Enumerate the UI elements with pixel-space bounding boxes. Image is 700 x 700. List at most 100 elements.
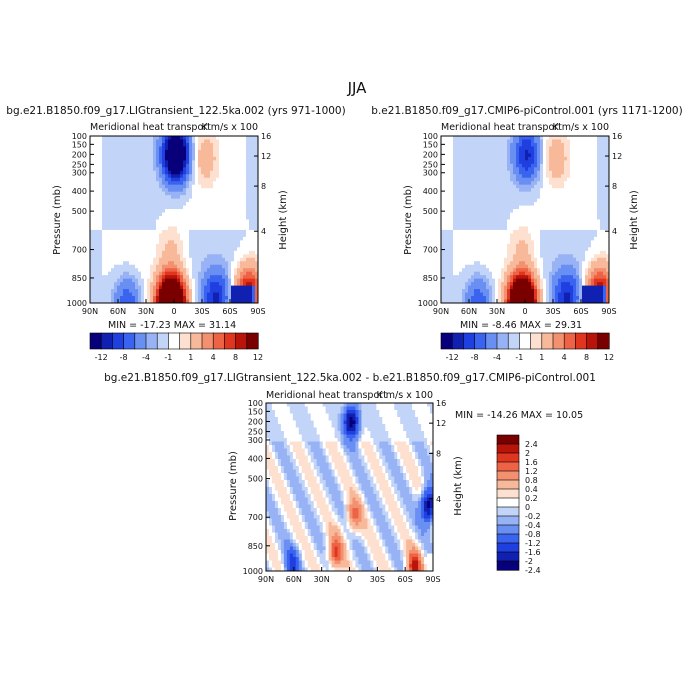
field-cell — [153, 212, 157, 217]
field-cell — [159, 188, 163, 193]
field-cell — [219, 275, 223, 280]
field-cell — [177, 195, 181, 200]
field-cell — [231, 139, 235, 144]
field-cell — [90, 268, 94, 273]
field-cell — [456, 222, 460, 227]
field-cell — [153, 163, 157, 168]
field-cell — [159, 261, 163, 266]
field-cell — [255, 160, 259, 165]
field-cell — [582, 184, 586, 189]
field-cell — [90, 285, 94, 290]
field-cell — [189, 136, 193, 140]
field-cell — [474, 247, 478, 252]
field-cell — [546, 243, 550, 248]
field-cell — [543, 243, 547, 248]
field-cell — [117, 226, 121, 231]
field-cell — [114, 209, 118, 213]
field-cell — [135, 216, 139, 220]
field-cell — [147, 271, 151, 276]
field-cell — [483, 156, 487, 161]
field-cell — [558, 202, 562, 206]
field-cell — [174, 229, 178, 234]
field-cell — [213, 219, 217, 224]
field-cell — [459, 163, 463, 168]
field-cell — [201, 156, 205, 161]
field-cell — [480, 226, 484, 231]
field-cell — [252, 296, 256, 300]
field-cell — [123, 149, 127, 154]
field-cell — [159, 177, 163, 182]
field-cell — [165, 163, 169, 168]
field-cell — [165, 191, 169, 196]
field-cell — [555, 212, 559, 217]
y2-tick-label: 4 — [261, 227, 266, 236]
field-cell — [444, 184, 448, 189]
field-cell — [585, 136, 589, 140]
field-cell — [165, 156, 169, 161]
field-cell — [573, 195, 577, 200]
field-cell — [126, 299, 130, 304]
field-cell — [504, 261, 508, 266]
field-cell — [495, 195, 499, 200]
field-cell — [99, 275, 103, 280]
field-cell — [516, 229, 520, 234]
field-cell — [246, 226, 250, 231]
field-cell — [588, 142, 592, 147]
field-cell — [129, 222, 133, 227]
field-cell — [204, 149, 208, 154]
field-cell — [480, 163, 484, 168]
field-cell — [129, 254, 133, 259]
field-cell — [141, 202, 145, 206]
field-cell — [519, 184, 523, 189]
field-cell — [507, 226, 511, 231]
field-cell — [462, 156, 466, 161]
field-cell — [546, 268, 550, 273]
field-cell — [555, 222, 559, 227]
field-cell — [582, 209, 586, 213]
field-cell — [510, 163, 514, 168]
field-cell — [465, 174, 469, 179]
field-cell — [567, 146, 571, 151]
field-cell — [123, 285, 127, 290]
field-cell — [588, 250, 592, 255]
field-cell — [162, 236, 166, 241]
field-cell — [480, 160, 484, 165]
field-cell — [171, 243, 175, 248]
field-cell — [495, 240, 499, 245]
field-cell — [525, 174, 529, 179]
field-cell — [594, 188, 598, 193]
field-cell — [510, 191, 514, 196]
field-cell — [237, 226, 241, 231]
field-cell — [219, 257, 223, 262]
field-cell — [126, 146, 130, 151]
field-cell — [105, 250, 109, 255]
field-cell — [156, 226, 160, 231]
field-cell — [450, 271, 454, 276]
field-cell — [222, 289, 226, 293]
field-cell — [168, 257, 172, 262]
field-cell — [591, 264, 595, 269]
field-cell — [114, 174, 118, 179]
field-cell — [474, 191, 478, 196]
field-cell — [105, 191, 109, 196]
field-cell — [111, 226, 115, 231]
field-cell — [534, 222, 538, 227]
field-cell — [231, 153, 235, 158]
field-cell — [552, 195, 556, 200]
field-cell — [540, 177, 544, 182]
field-cell — [141, 170, 145, 175]
field-cell — [150, 149, 154, 154]
field-cell — [594, 146, 598, 151]
field-cell — [90, 174, 94, 179]
field-cell — [183, 146, 187, 151]
field-cell — [150, 156, 154, 161]
field-cell — [183, 216, 187, 220]
field-cell — [486, 254, 490, 259]
field-cell — [450, 184, 454, 189]
field-cell — [204, 191, 208, 196]
field-cell — [555, 264, 559, 269]
field-cell — [138, 191, 142, 196]
field-cell — [192, 247, 196, 252]
field-cell — [531, 233, 535, 238]
field-cell — [162, 139, 166, 144]
